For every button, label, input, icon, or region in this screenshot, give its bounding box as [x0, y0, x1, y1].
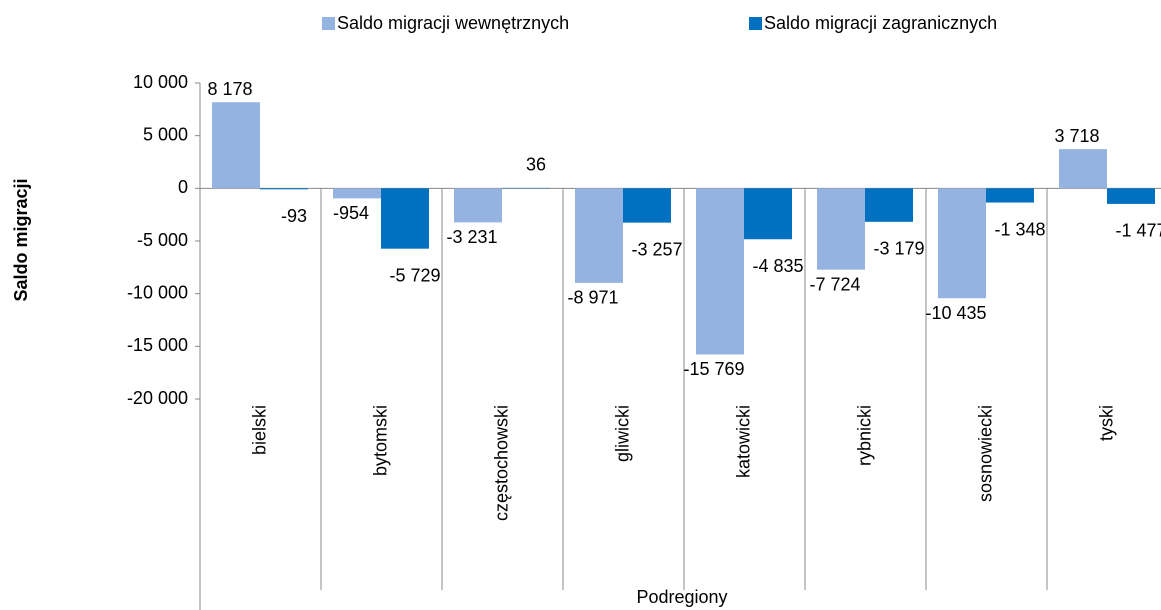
bar	[865, 188, 913, 222]
data-label: 8 178	[207, 79, 252, 99]
x-axis-title: Podregiony	[636, 587, 727, 607]
x-tick-label: tyski	[1096, 405, 1116, 441]
data-label: -8 971	[567, 288, 618, 308]
data-label: -93	[281, 206, 307, 226]
bar	[986, 188, 1034, 203]
y-tick-label: -5 000	[137, 230, 188, 250]
x-tick-label: bielski	[249, 405, 269, 455]
data-label: -3 231	[446, 227, 497, 247]
data-label: -3 257	[631, 239, 682, 259]
data-label: -4 835	[752, 256, 803, 276]
bar	[260, 188, 308, 190]
bar	[1107, 188, 1155, 204]
bar	[744, 188, 792, 240]
y-tick-label: 10 000	[133, 72, 188, 92]
x-tick-label: katowicki	[733, 405, 753, 478]
data-label: 3 718	[1054, 126, 1099, 146]
bar	[623, 188, 671, 223]
data-label: -7 724	[809, 274, 860, 294]
y-tick-label: 0	[178, 177, 188, 197]
legend-swatch	[322, 17, 335, 30]
bar	[1059, 149, 1107, 189]
y-tick-label: -10 000	[127, 282, 188, 302]
y-tick-label: -20 000	[127, 388, 188, 408]
bar	[575, 188, 623, 283]
bar	[333, 188, 381, 199]
data-label: -15 769	[683, 359, 744, 379]
bar	[817, 188, 865, 270]
data-label: -1 348	[994, 219, 1045, 239]
bar	[454, 188, 502, 223]
y-tick-label: 5 000	[143, 124, 188, 144]
legend-swatch	[749, 17, 762, 30]
legend-label: Saldo migracji zagranicznych	[764, 13, 997, 33]
x-tick-label: sosnowiecki	[975, 405, 995, 502]
data-label: 36	[526, 155, 546, 175]
bar	[938, 188, 986, 299]
y-axis-title: Saldo migracji	[11, 178, 31, 301]
x-tick-label: rybnicki	[854, 405, 874, 466]
data-label: -3 179	[873, 239, 924, 259]
legend-label: Saldo migracji wewnętrznych	[337, 13, 569, 33]
data-label: -954	[333, 203, 369, 223]
x-tick-label: częstochowski	[491, 405, 511, 521]
data-label: -5 729	[389, 265, 440, 285]
y-tick-label: -15 000	[127, 335, 188, 355]
bar	[696, 188, 744, 355]
bar	[212, 102, 260, 189]
data-label: -1 477	[1115, 221, 1161, 241]
bar	[381, 188, 429, 249]
x-tick-label: gliwicki	[612, 405, 632, 462]
data-label: -10 435	[925, 303, 986, 323]
x-tick-label: bytomski	[370, 405, 390, 476]
